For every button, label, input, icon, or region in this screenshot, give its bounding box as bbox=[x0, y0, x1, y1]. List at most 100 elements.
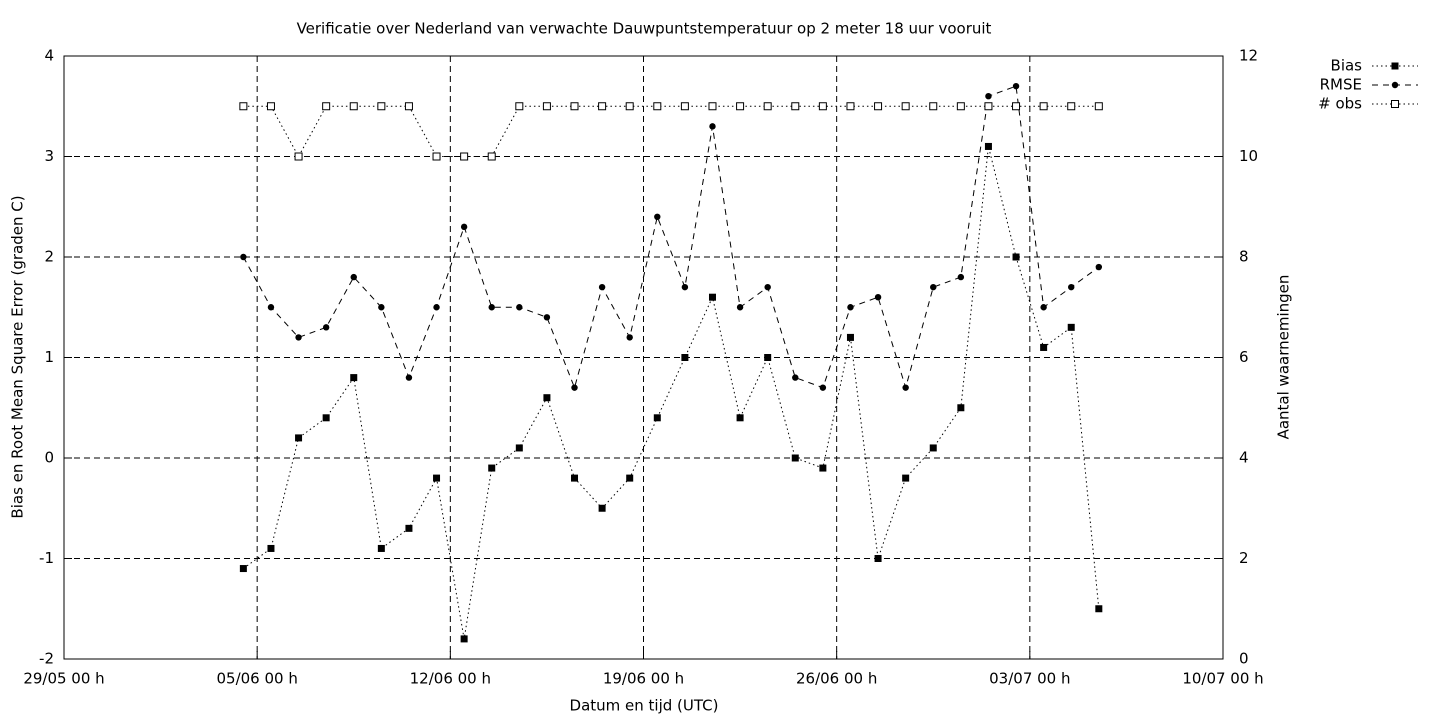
legend-label: RMSE bbox=[1320, 76, 1362, 94]
point bbox=[1095, 263, 1103, 271]
point bbox=[1040, 343, 1048, 351]
point bbox=[460, 152, 469, 161]
point bbox=[681, 283, 689, 291]
point bbox=[736, 414, 744, 422]
point bbox=[874, 294, 882, 301]
point bbox=[322, 102, 331, 111]
legend-marker bbox=[1391, 62, 1399, 70]
point bbox=[267, 544, 275, 552]
point bbox=[791, 454, 799, 462]
point bbox=[266, 102, 275, 111]
point bbox=[1012, 253, 1020, 261]
point bbox=[653, 414, 661, 422]
point bbox=[819, 384, 827, 391]
series-line bbox=[242, 85, 1100, 390]
y2-tick-label: 4 bbox=[1239, 449, 1249, 467]
point bbox=[792, 374, 799, 381]
point bbox=[294, 152, 303, 161]
point bbox=[349, 102, 358, 111]
point bbox=[709, 123, 716, 130]
y-tick-label: 3 bbox=[44, 147, 54, 165]
point bbox=[984, 102, 993, 111]
point bbox=[1012, 82, 1020, 90]
point bbox=[267, 304, 275, 311]
point bbox=[930, 283, 937, 291]
y-tick-label: -1 bbox=[39, 549, 54, 567]
point bbox=[295, 434, 303, 442]
point bbox=[680, 102, 689, 111]
y-tick-label: 0 bbox=[44, 449, 54, 467]
x-tick-label: 29/05 00 h bbox=[23, 670, 104, 688]
point bbox=[571, 384, 578, 391]
point bbox=[818, 102, 827, 111]
point bbox=[433, 474, 441, 482]
point bbox=[543, 394, 551, 402]
series-line bbox=[243, 146, 1100, 639]
point bbox=[1067, 102, 1076, 111]
point bbox=[543, 314, 551, 321]
x-tick-label: 19/06 00 h bbox=[603, 670, 684, 688]
point bbox=[542, 102, 551, 111]
point bbox=[846, 102, 855, 111]
legend-label: # obs bbox=[1318, 95, 1362, 113]
x-tick-label: 10/07 00 h bbox=[1182, 670, 1263, 688]
chart-title: Verificatie over Nederland van verwachte… bbox=[297, 20, 992, 38]
point bbox=[516, 304, 523, 311]
point bbox=[460, 223, 468, 231]
point bbox=[240, 253, 247, 261]
point bbox=[460, 635, 468, 643]
x-tick-label: 03/07 00 h bbox=[989, 670, 1070, 688]
point bbox=[902, 384, 909, 391]
point bbox=[708, 293, 716, 301]
point bbox=[487, 152, 496, 161]
point bbox=[819, 464, 827, 472]
point bbox=[1039, 102, 1048, 111]
point bbox=[433, 304, 440, 311]
point bbox=[322, 324, 330, 331]
point bbox=[626, 334, 633, 341]
point bbox=[654, 213, 661, 220]
point bbox=[791, 102, 800, 111]
y2-tick-label: 10 bbox=[1239, 147, 1258, 165]
y-tick-label: 2 bbox=[44, 248, 54, 266]
point bbox=[598, 283, 606, 291]
point bbox=[874, 555, 882, 562]
point bbox=[1067, 323, 1075, 331]
point bbox=[626, 474, 634, 482]
point bbox=[1040, 304, 1047, 311]
point bbox=[1068, 283, 1075, 291]
y2-tick-label: 6 bbox=[1239, 348, 1249, 366]
point bbox=[929, 444, 937, 452]
point bbox=[846, 333, 854, 341]
series-line bbox=[243, 105, 1099, 158]
point bbox=[405, 374, 413, 381]
point bbox=[901, 102, 910, 111]
legend-label: Bias bbox=[1331, 57, 1363, 75]
y2-axis-label: Aantal waarnemingen bbox=[1275, 275, 1293, 440]
point bbox=[847, 304, 854, 311]
point bbox=[295, 334, 302, 341]
point bbox=[488, 464, 496, 472]
legend-marker bbox=[1391, 100, 1399, 108]
y-tick-label: 4 bbox=[44, 47, 54, 65]
y-tick-label: -2 bbox=[39, 650, 54, 668]
x-tick-label: 05/06 00 h bbox=[216, 670, 297, 688]
point bbox=[239, 102, 248, 111]
point bbox=[377, 102, 386, 111]
point bbox=[653, 102, 662, 111]
point bbox=[956, 102, 965, 111]
y2-tick-label: 0 bbox=[1239, 650, 1249, 668]
point bbox=[763, 102, 772, 111]
point bbox=[957, 273, 965, 281]
y2-tick-label: 2 bbox=[1239, 549, 1249, 567]
x-tick-label: 26/06 00 h bbox=[796, 670, 877, 688]
legend-marker bbox=[1391, 81, 1399, 89]
point bbox=[377, 544, 385, 552]
point bbox=[985, 93, 992, 100]
point bbox=[736, 102, 745, 111]
point bbox=[322, 414, 330, 422]
point bbox=[902, 474, 910, 482]
point bbox=[404, 102, 413, 111]
point bbox=[515, 444, 523, 452]
point bbox=[1094, 102, 1103, 111]
